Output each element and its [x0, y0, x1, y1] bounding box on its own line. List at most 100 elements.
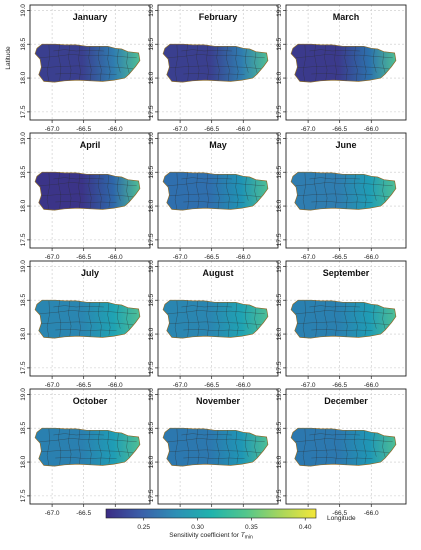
x-tick-label: -66.0	[108, 382, 123, 389]
panel-frame	[157, 388, 279, 505]
colorbar-tick-label: 0.35	[245, 524, 258, 531]
island-fill	[162, 299, 269, 339]
panel-frame	[29, 388, 151, 505]
y-tick-label: 19.0	[148, 132, 155, 145]
municipality-boundary	[167, 182, 265, 186]
y-tick-label: 19.0	[148, 260, 155, 273]
municipality-boundary	[167, 54, 265, 58]
y-tick-label: 19.0	[276, 4, 283, 17]
y-tick-label: 17.5	[148, 361, 155, 374]
municipality-boundary	[68, 44, 72, 81]
y-tick-label: 19.0	[276, 132, 283, 145]
y-tick-label: 17.5	[20, 105, 27, 118]
municipality-boundary	[363, 302, 367, 336]
municipality-boundary	[206, 45, 209, 81]
x-tick-label: -67.0	[45, 126, 60, 133]
municipality-boundary	[245, 432, 249, 457]
x-tick-label: -66.5	[204, 254, 219, 261]
municipality-boundary	[354, 430, 358, 466]
municipality-boundary	[98, 46, 102, 82]
island-fill	[162, 427, 269, 467]
panel-title: January	[73, 12, 108, 22]
municipality-boundary	[354, 46, 358, 82]
map-panel-august: August -67.0 -66.5 -66.0 17.5 18.0 18.5 19.0	[148, 260, 279, 389]
panel-frame	[285, 4, 407, 121]
municipality-boundary	[183, 201, 245, 203]
y-tick-label: 18.5	[276, 166, 283, 179]
municipality-boundary	[363, 174, 367, 208]
municipality-boundary	[245, 48, 249, 73]
y-tick-label: 17.5	[20, 489, 27, 502]
x-tick-label: -66.0	[364, 126, 379, 133]
panel-frame	[29, 4, 151, 121]
municipality-boundary	[206, 173, 209, 209]
municipality-boundary	[196, 300, 200, 337]
y-tick-label: 18.0	[20, 71, 27, 84]
panel-title: June	[335, 140, 356, 150]
panel-title: March	[333, 12, 360, 22]
municipality-boundary	[186, 44, 190, 81]
municipality-boundary	[216, 174, 220, 209]
municipality-boundary	[309, 433, 360, 436]
municipality-boundary	[58, 172, 62, 209]
island-fill	[290, 299, 397, 339]
municipality-boundary	[216, 430, 220, 465]
municipality-boundary	[334, 429, 337, 465]
y-tick-label: 17.5	[276, 233, 283, 246]
municipality-boundary	[186, 300, 190, 337]
y-tick-label: 17.5	[148, 489, 155, 502]
municipality-boundary	[40, 193, 133, 197]
municipality-boundary	[302, 44, 306, 82]
municipality-boundary	[382, 52, 386, 74]
map-panel-december: December-67.0-66.5-66.017.518.018.519.0	[276, 388, 407, 517]
municipality-boundary	[226, 174, 230, 210]
y-tick-label: 19.0	[276, 260, 283, 273]
y-tick-label: 18.0	[148, 455, 155, 468]
municipality-boundary	[167, 310, 265, 314]
municipality-boundary	[373, 176, 377, 201]
municipality-boundary	[363, 46, 367, 80]
colorbar-tick-label: 0.40	[299, 524, 312, 531]
y-tick-label: 19.0	[20, 260, 27, 273]
municipality-boundary	[168, 321, 261, 325]
municipality-boundary	[254, 436, 258, 458]
panel-frame	[157, 260, 279, 377]
panel-frame	[285, 388, 407, 505]
y-tick-label: 18.5	[276, 294, 283, 307]
y-tick-label: 18.5	[148, 422, 155, 435]
municipality-boundary	[39, 438, 137, 442]
y-tick-label: 18.0	[276, 455, 283, 468]
x-tick-label: -67.0	[301, 254, 316, 261]
colorbar-label: Sensitivity coefficient for Tmin	[169, 532, 253, 541]
panel-frame	[285, 260, 407, 377]
municipality-boundary	[183, 73, 245, 75]
map-panel-october: October-67.0-66.5-66.017.518.018.519.0	[20, 388, 151, 517]
y-axis-label: Latitude	[5, 46, 12, 70]
map-panels-grid: January-67.0 -66.5 -66.017.518.018.519.0Fe…	[20, 4, 407, 517]
x-tick-label: -66.0	[108, 254, 123, 261]
municipality-boundary	[354, 302, 358, 338]
y-tick-label: 17.5	[20, 361, 27, 374]
municipality-boundary	[186, 428, 190, 465]
municipality-boundary	[40, 449, 133, 453]
map-panel-november: November-67.0-66.5-66.017.518.018.519.0	[148, 388, 279, 517]
municipality-boundary	[235, 174, 239, 208]
x-tick-label: -66.0	[236, 126, 251, 133]
municipality-boundary	[58, 300, 62, 337]
y-tick-label: 18.0	[276, 327, 283, 340]
municipality-boundary	[226, 302, 230, 338]
municipality-boundary	[55, 457, 117, 459]
municipality-boundary	[363, 430, 367, 464]
y-tick-label: 18.5	[148, 166, 155, 179]
x-tick-label: -66.5	[332, 382, 347, 389]
municipality-boundary	[296, 193, 389, 197]
x-tick-label: -66.0	[364, 382, 379, 389]
municipality-boundary	[196, 428, 200, 465]
island-fill	[34, 171, 141, 211]
municipality-boundary	[88, 46, 92, 81]
municipality-boundary	[126, 436, 130, 458]
municipality-boundary	[117, 304, 121, 329]
municipality-boundary	[196, 44, 200, 81]
municipality-boundary	[314, 428, 318, 465]
